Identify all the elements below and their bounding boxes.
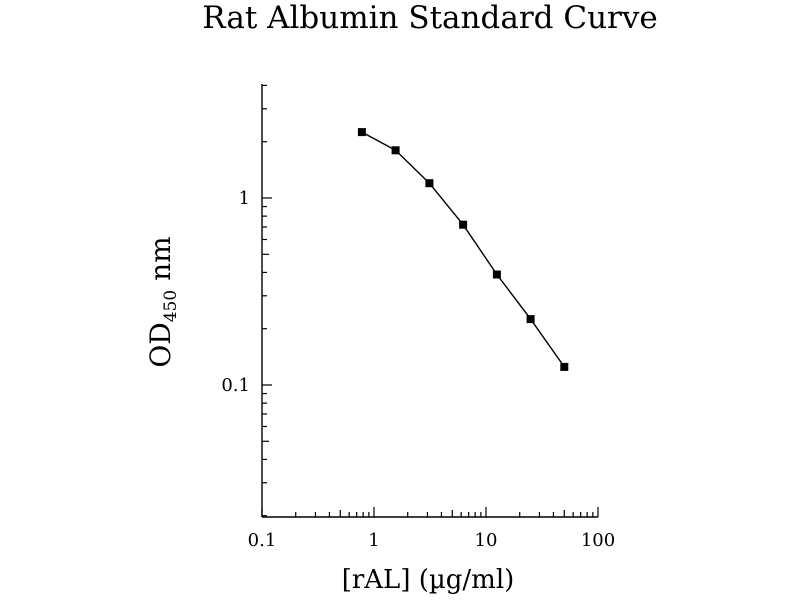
x-tick-label: 1	[368, 530, 379, 551]
data-point	[425, 179, 434, 188]
x-axis-tick-labels: 0.1 1 10 100	[248, 530, 616, 551]
x-tick-label: 0.1	[248, 530, 277, 551]
y-axis-label-subscript: 450	[161, 290, 181, 322]
x-tick-label: 100	[581, 530, 615, 551]
data-point	[391, 146, 400, 155]
data-point	[526, 315, 535, 324]
x-axis-label: [rAL] (µg/ml)	[342, 565, 515, 595]
series-line	[361, 131, 565, 368]
y-axis-ticks	[262, 84, 272, 517]
y-axis-label-unit: nm	[144, 236, 177, 289]
y-axis-tick-labels: 0.11	[221, 188, 250, 396]
y-tick-label: 1	[239, 188, 250, 209]
data-point	[459, 220, 468, 229]
data-point	[492, 270, 501, 279]
data-point	[357, 128, 366, 137]
x-axis-ticks	[261, 507, 599, 517]
y-axis-label: OD450 nm	[144, 236, 181, 367]
y-axis-label-main: OD	[144, 322, 177, 367]
svg-text:OD450 nm: OD450 nm	[144, 236, 181, 367]
chart-title: Rat Albumin Standard Curve	[202, 0, 657, 36]
y-tick-label: 0.1	[221, 375, 250, 396]
series-layer	[357, 128, 569, 371]
data-point	[560, 362, 569, 371]
x-tick-label: 10	[475, 530, 498, 551]
